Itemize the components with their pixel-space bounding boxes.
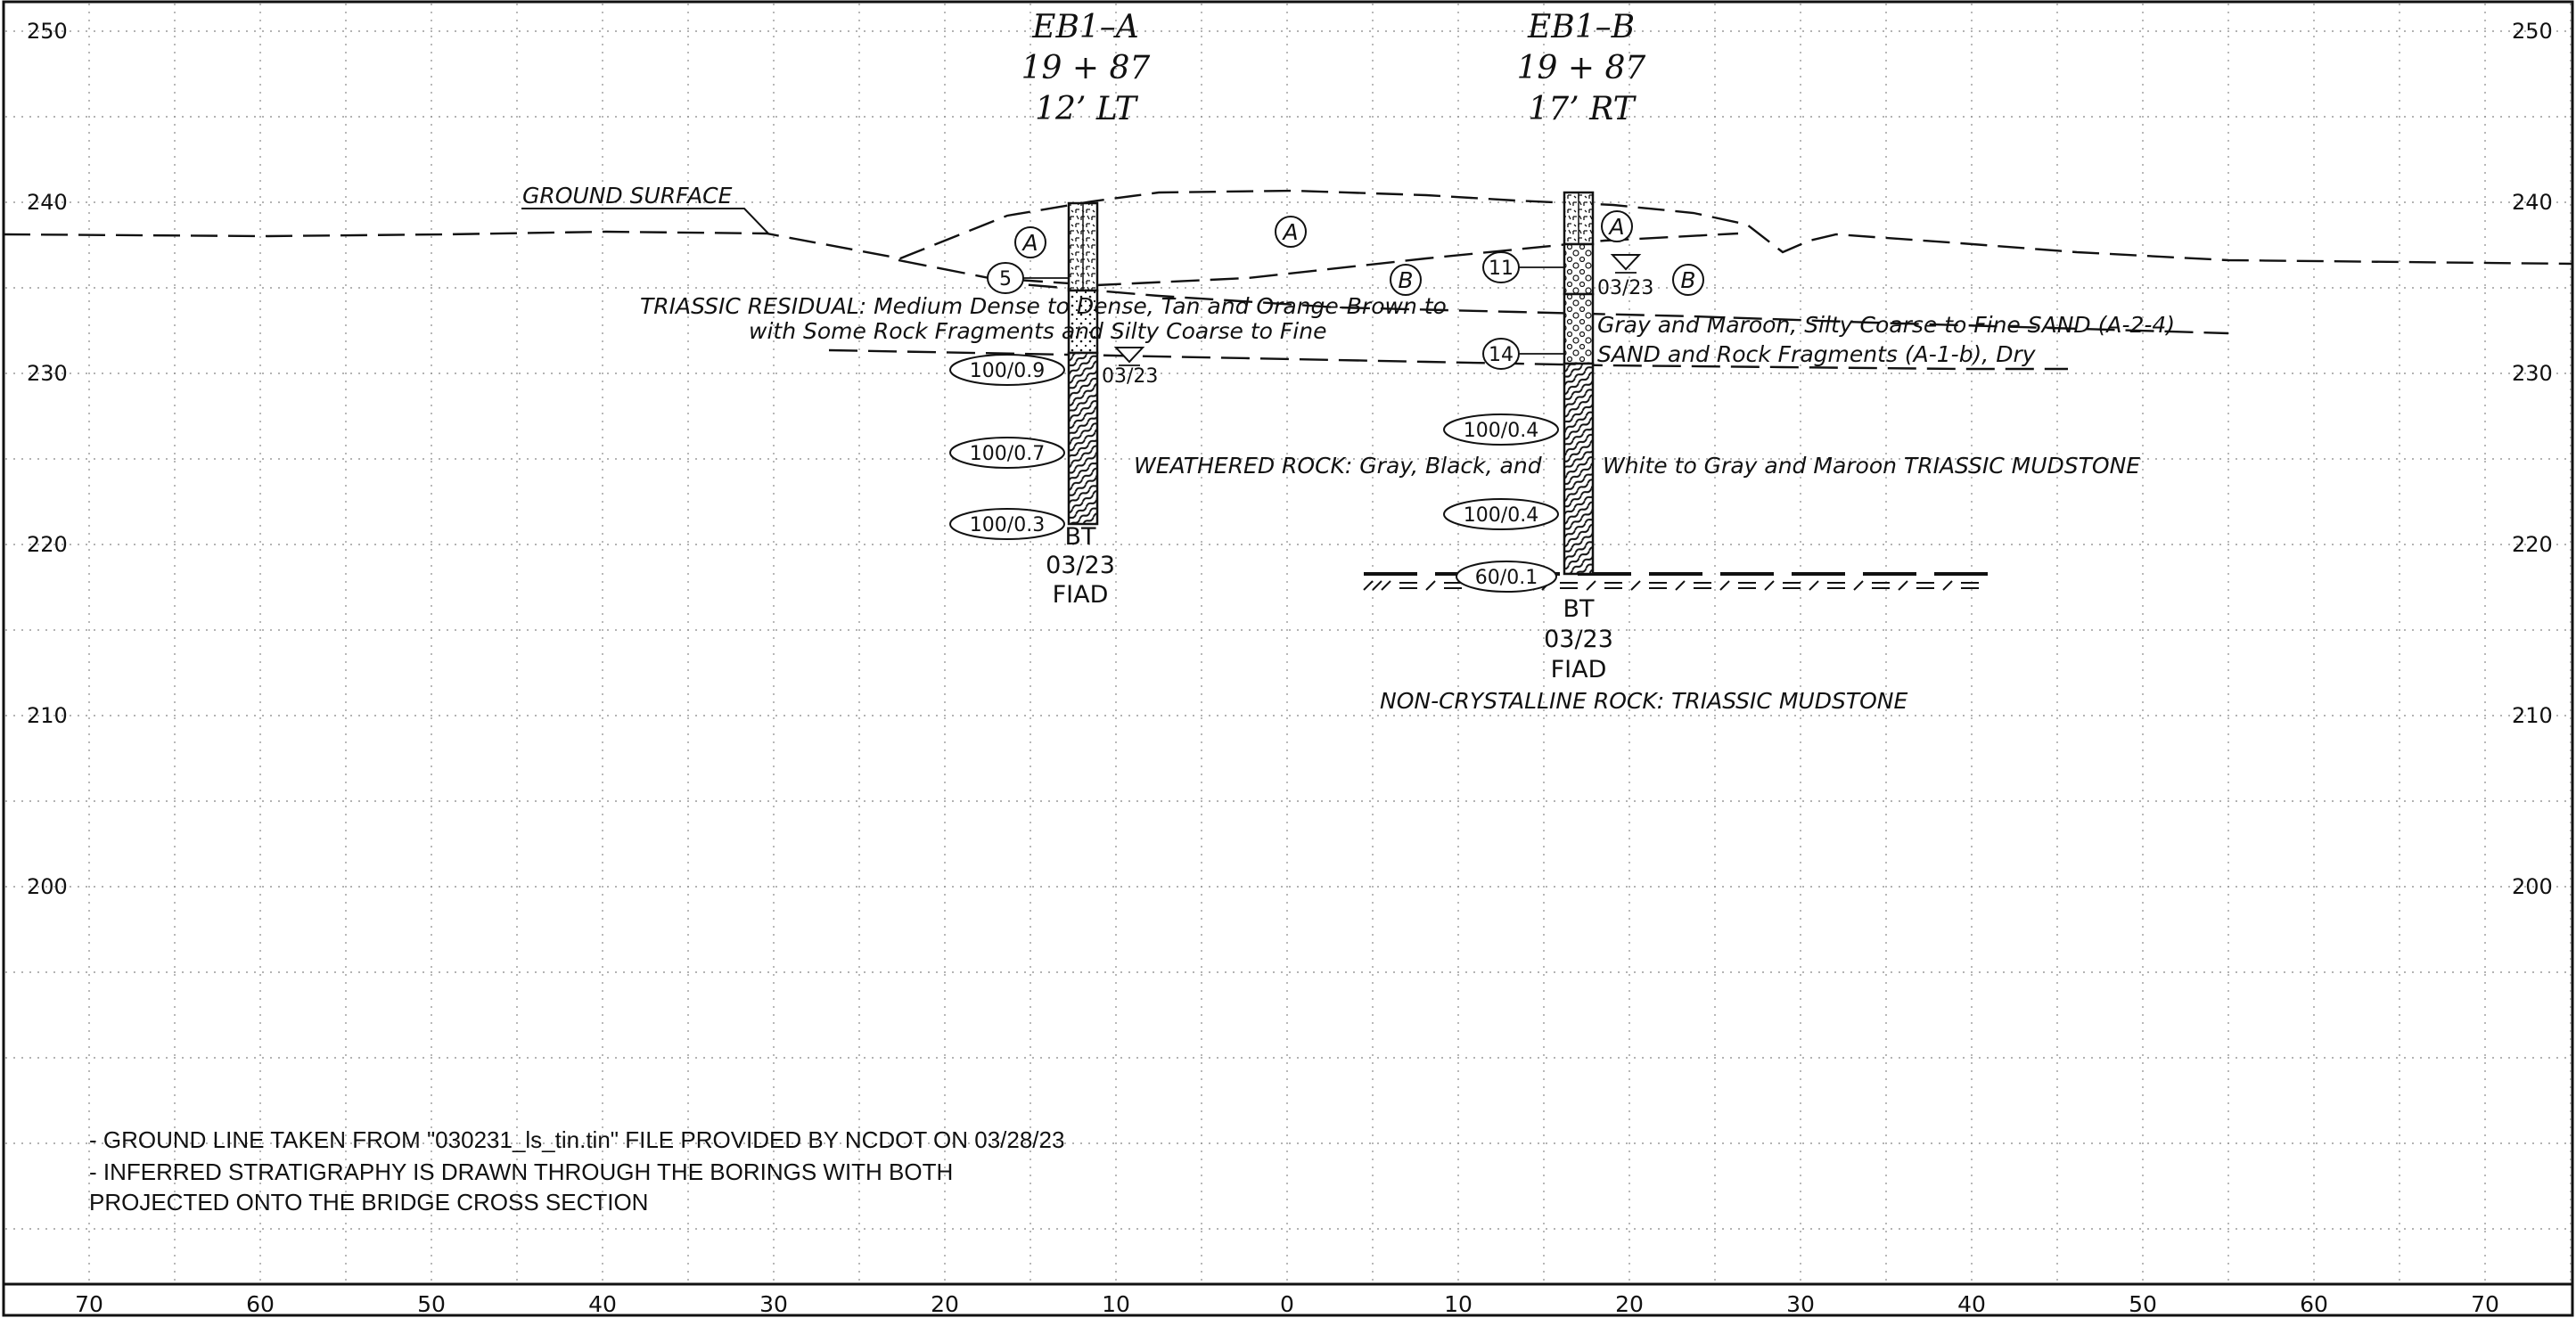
- elevation-axis-right: 250 240 230 220 210 200: [2512, 19, 2553, 899]
- boring-station: 19 + 87: [1021, 50, 1151, 86]
- spt-value: 5: [999, 268, 1012, 291]
- boring-name: EB1–B: [1527, 9, 1635, 45]
- note-line: - GROUND LINE TAKEN FROM "030231_ls_tin.…: [89, 1126, 1064, 1153]
- termination-fiad: FIAD: [1053, 581, 1109, 609]
- elevation-label: 240: [2512, 190, 2553, 215]
- offset-label: 10: [1444, 1291, 1473, 1317]
- spt-value: 100/0.7: [970, 443, 1045, 465]
- spt-values-eb1b: 11 14 100/0.4 100/0.4 60/0.1: [1443, 251, 1564, 593]
- spt-values-eb1a: 5 100/0.9 100/0.7 100/0.3: [949, 262, 1069, 540]
- elevation-axis-left: 250 240 230 220 210 200: [27, 19, 68, 899]
- residual-description: TRIASSIC RESIDUAL: Medium Dense to Dense…: [640, 293, 1447, 319]
- stratum-symbol: A: [1607, 214, 1624, 240]
- spt-value: 60/0.1: [1475, 567, 1538, 589]
- elevation-label: 250: [2512, 19, 2553, 44]
- offset-label: 0: [1280, 1291, 1294, 1317]
- ground-surface-line: [3, 189, 2573, 266]
- noncrystalline-rock-description: NON-CRYSTALLINE ROCK: TRIASSIC MUDSTONE: [1380, 688, 1907, 714]
- water-date: 03/23: [1102, 365, 1158, 388]
- boring-offset: 12’ LT: [1035, 91, 1139, 127]
- spt-value: 100/0.9: [970, 360, 1045, 382]
- offset-axis: 70 60 50 40 30 20 10 0 10 20 30 40 50 60…: [75, 1291, 2499, 1317]
- grid: [5, 4, 2572, 1281]
- termination-eb1a: BT 03/23 FIAD: [1046, 523, 1115, 609]
- elevation-label: 240: [27, 190, 68, 215]
- spt-value: 100/0.3: [970, 514, 1045, 536]
- termination-date: 03/23: [1046, 552, 1115, 579]
- spt-value: 100/0.4: [1464, 504, 1538, 527]
- offset-label: 70: [75, 1291, 103, 1317]
- boring-column-eb1b: [1563, 191, 1595, 576]
- residual-description: with Some Rock Fragments and Silty Coars…: [749, 318, 1326, 344]
- elevation-label: 230: [27, 361, 68, 386]
- offset-label: 70: [2471, 1291, 2499, 1317]
- offset-label: 10: [1102, 1291, 1130, 1317]
- spt-value: 14: [1489, 344, 1514, 366]
- stratum-symbol: B: [1398, 267, 1413, 293]
- weathered-rock-description-continued: White to Gray and Maroon TRIASSIC MUDSTO…: [1603, 453, 2140, 479]
- offset-label: 40: [1957, 1291, 1986, 1317]
- stratum-symbols: A A A B B: [1014, 210, 1704, 296]
- spt-value: 11: [1489, 258, 1514, 280]
- rock-hatch: [1363, 580, 1979, 591]
- ground-surface-label: GROUND SURFACE: [522, 183, 733, 209]
- elevation-label: 200: [27, 874, 68, 899]
- boring-name: EB1–A: [1031, 9, 1139, 45]
- stratum-symbol: A: [1021, 230, 1038, 256]
- stratum-descriptions: TRIASSIC RESIDUAL: Medium Dense to Dense…: [640, 293, 2175, 714]
- boring-column-eb1a: [1067, 201, 1099, 526]
- stratum-symbol: A: [1281, 219, 1298, 245]
- water-table-eb1b: 03/23: [1597, 254, 1653, 299]
- elevation-label: 220: [2512, 532, 2553, 557]
- residual-description-continued: Gray and Maroon, Silty Coarse to Fine SA…: [1597, 312, 2175, 338]
- termination-eb1b: BT 03/23 FIAD: [1544, 595, 1613, 684]
- elevation-label: 210: [27, 703, 68, 728]
- boring-station: 19 + 87: [1517, 50, 1646, 86]
- termination-bt: BT: [1563, 595, 1595, 623]
- note-line: - INFERRED STRATIGRAPHY IS DRAWN THROUGH…: [89, 1158, 953, 1185]
- stratum-symbol: B: [1680, 267, 1695, 293]
- ground-surface-leader: [521, 208, 769, 234]
- water-table-eb1a: 03/23: [1102, 347, 1158, 388]
- note-line: PROJECTED ONTO THE BRIDGE CROSS SECTION: [89, 1189, 648, 1216]
- offset-label: 20: [1615, 1291, 1644, 1317]
- elevation-label: 210: [2512, 703, 2553, 728]
- offset-label: 30: [759, 1291, 788, 1317]
- boring-offset: 17’ RT: [1528, 91, 1637, 127]
- boring-header-eb1a: EB1–A 19 + 87 12’ LT: [1021, 9, 1151, 127]
- offset-label: 50: [2129, 1291, 2157, 1317]
- elevation-label: 220: [27, 532, 68, 557]
- elevation-label: 230: [2512, 361, 2553, 386]
- elevation-label: 250: [27, 19, 68, 44]
- termination-bt: BT: [1064, 523, 1096, 551]
- residual-description-continued: SAND and Rock Fragments (A-1-b), Dry: [1597, 341, 2037, 367]
- offset-label: 60: [246, 1291, 275, 1317]
- offset-label: 20: [931, 1291, 959, 1317]
- termination-date: 03/23: [1544, 626, 1613, 653]
- stratum-line-residual-top: [989, 280, 2229, 335]
- water-date: 03/23: [1597, 277, 1653, 299]
- notes: - GROUND LINE TAKEN FROM "030231_ls_tin.…: [89, 1126, 1064, 1216]
- offset-label: 60: [2300, 1291, 2328, 1317]
- offset-label: 30: [1786, 1291, 1815, 1317]
- weathered-rock-description: WEATHERED ROCK: Gray, Black, and: [1134, 453, 1542, 479]
- spt-value: 100/0.4: [1464, 420, 1538, 442]
- boring-header-eb1b: EB1–B 19 + 87 17’ RT: [1517, 9, 1646, 127]
- offset-label: 40: [588, 1291, 617, 1317]
- termination-fiad: FIAD: [1551, 656, 1607, 684]
- offset-label: 50: [417, 1291, 446, 1317]
- elevation-label: 200: [2512, 874, 2553, 899]
